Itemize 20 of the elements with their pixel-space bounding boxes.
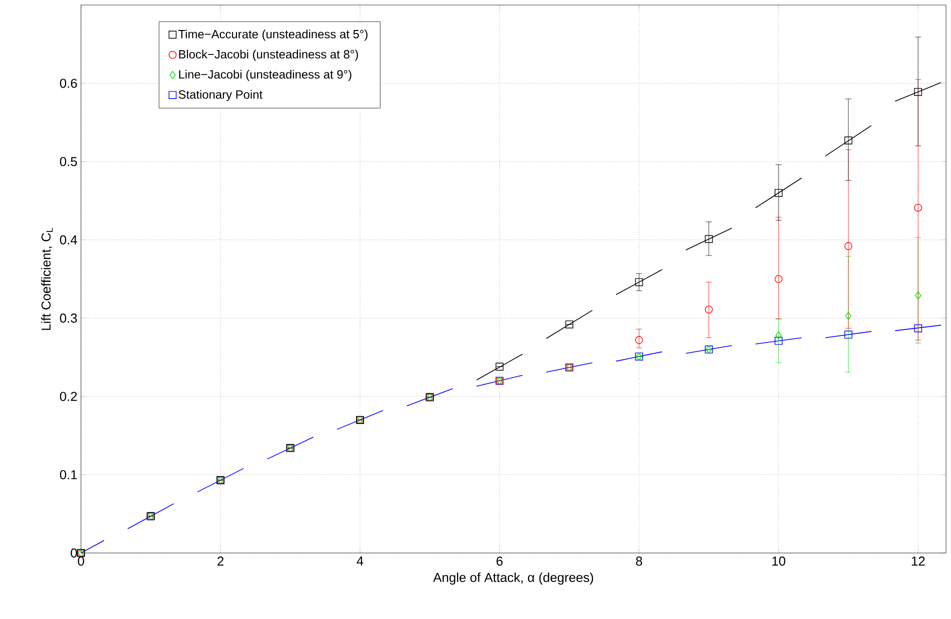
x-tick-label: 4 (356, 556, 364, 566)
x-tick-label: 8 (636, 556, 642, 566)
x-tick-label: 2 (218, 556, 224, 566)
x-tick-label: 12 (912, 556, 925, 566)
legend-label: Line−Jacobi (unsteadiness at 9°) (179, 70, 352, 81)
x-tick-label: 6 (496, 556, 503, 566)
legend-label: Stationary Point (178, 90, 262, 102)
y-tick-label: 0.5 (60, 156, 77, 166)
y-tick-label: 0.4 (60, 235, 78, 244)
y-axis-title: Lift Coefficient, C$_{L}$ (41, 228, 53, 330)
y-tick-label: 0.6 (60, 78, 77, 88)
x-tick-label: 0 (78, 556, 84, 566)
y-tick-label: 0.3 (60, 314, 77, 323)
y-tick-label: 0.1 (60, 470, 77, 480)
legend-label: Block−Jacobi (unsteadiness at 8°) (179, 50, 358, 61)
x-tick-label: 10 (772, 556, 786, 566)
y-tick-label: 0 (70, 548, 77, 558)
x-axis-title: Angle of Attack, α (degrees) (433, 572, 594, 585)
legend-label: Time−Accurate (unsteadiness at 5°) (178, 30, 368, 41)
y-tick-label: 0.2 (60, 392, 77, 402)
